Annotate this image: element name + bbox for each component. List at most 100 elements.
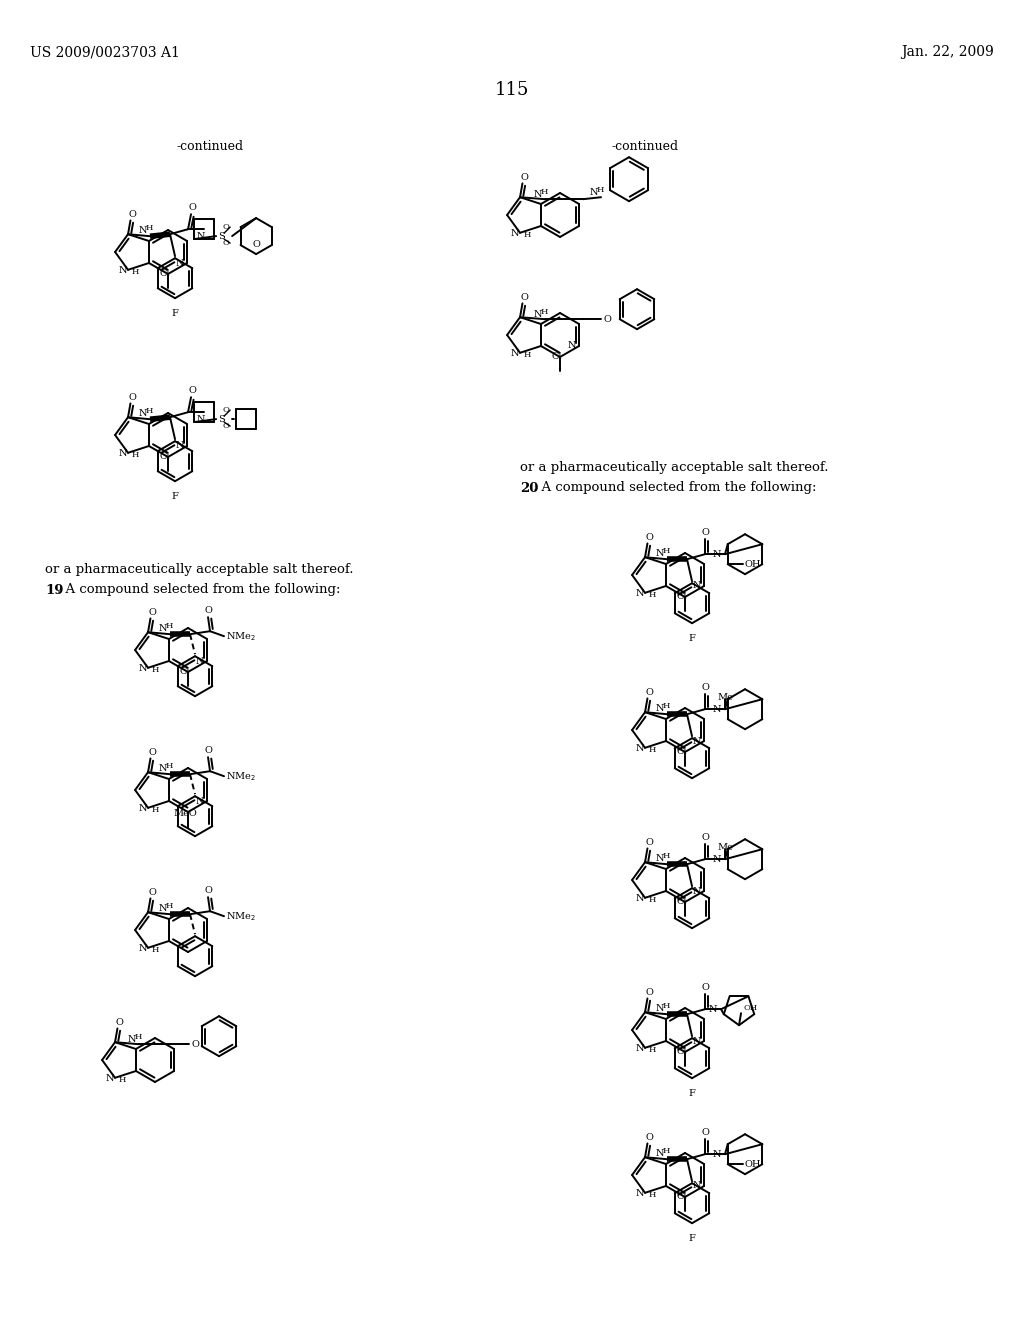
Text: O: O — [645, 688, 653, 697]
Text: H: H — [541, 308, 548, 317]
Text: N: N — [196, 796, 204, 805]
Text: H: H — [649, 1045, 656, 1053]
Text: N: N — [713, 1150, 721, 1159]
Text: N: N — [139, 409, 147, 417]
Text: N: N — [128, 1035, 136, 1044]
Text: H: H — [165, 622, 173, 630]
Text: H: H — [119, 1076, 126, 1084]
Text: N: N — [196, 656, 204, 665]
Text: H: H — [649, 591, 656, 599]
Text: H: H — [145, 224, 153, 232]
Text: H: H — [649, 746, 656, 754]
Text: N: N — [197, 231, 205, 240]
Text: O: O — [701, 682, 709, 692]
Text: N: N — [175, 259, 184, 268]
Text: N: N — [159, 624, 167, 632]
Text: O: O — [252, 240, 260, 248]
Text: O: O — [701, 1127, 709, 1137]
Text: 20: 20 — [520, 482, 539, 495]
Text: H: H — [541, 189, 548, 197]
Text: O: O — [204, 606, 212, 615]
Text: H: H — [152, 805, 160, 814]
Text: O: O — [116, 1018, 124, 1027]
Text: H: H — [165, 762, 173, 770]
Text: O: O — [148, 748, 157, 756]
Text: Cl: Cl — [677, 898, 687, 906]
Text: N: N — [175, 441, 184, 450]
Text: O: O — [129, 393, 136, 401]
Text: Me: Me — [717, 842, 733, 851]
Text: O: O — [701, 833, 709, 842]
Text: O: O — [645, 1133, 653, 1142]
Text: N: N — [636, 1189, 644, 1199]
Text: O: O — [148, 888, 157, 896]
Text: F: F — [688, 1089, 695, 1098]
Text: N: N — [590, 187, 598, 197]
Text: O: O — [204, 886, 212, 895]
Text: N: N — [636, 744, 644, 754]
Text: 115: 115 — [495, 81, 529, 99]
Text: O: O — [520, 173, 528, 182]
Text: O: O — [204, 746, 212, 755]
Text: S: S — [218, 231, 225, 240]
Text: OH: OH — [744, 560, 761, 569]
Text: O: O — [191, 1040, 199, 1048]
Text: N: N — [692, 1036, 701, 1045]
Text: Cl: Cl — [160, 451, 170, 461]
Text: N: N — [692, 1181, 701, 1191]
Text: Me: Me — [717, 693, 733, 702]
Text: O: O — [645, 533, 653, 543]
Text: F: F — [688, 634, 695, 643]
Text: N: N — [655, 704, 665, 713]
Text: O: O — [188, 203, 196, 211]
Text: H: H — [524, 351, 531, 359]
Text: O: O — [701, 528, 709, 537]
Text: N: N — [636, 894, 644, 903]
Text: Cl: Cl — [677, 1047, 687, 1056]
Text: or a pharmaceutically acceptable salt thereof.: or a pharmaceutically acceptable salt th… — [45, 564, 353, 577]
Text: OH: OH — [743, 1005, 758, 1012]
Text: F: F — [688, 1234, 695, 1243]
Text: N: N — [692, 887, 701, 895]
Text: F: F — [172, 492, 178, 502]
Text: N: N — [197, 414, 205, 424]
Text: 19: 19 — [45, 583, 63, 597]
Text: H: H — [596, 186, 604, 194]
Text: O: O — [129, 210, 136, 219]
Text: S: S — [218, 414, 225, 424]
Text: NMe$_2$: NMe$_2$ — [226, 909, 256, 923]
Text: F: F — [172, 309, 178, 318]
Text: O: O — [645, 987, 653, 997]
Text: O: O — [222, 422, 229, 430]
Text: Cl: Cl — [160, 269, 170, 279]
Text: N: N — [713, 705, 721, 714]
Text: H: H — [524, 231, 531, 239]
Text: O: O — [222, 223, 229, 231]
Text: Cl: Cl — [677, 591, 687, 601]
Text: O: O — [222, 407, 229, 414]
Text: H: H — [663, 1002, 670, 1010]
Text: OH: OH — [744, 1160, 761, 1168]
Text: O: O — [222, 239, 229, 247]
Text: O: O — [645, 838, 653, 847]
Text: Cl: Cl — [677, 747, 687, 756]
Text: N: N — [655, 1148, 665, 1158]
Text: N: N — [713, 855, 721, 863]
Text: N: N — [636, 1044, 644, 1053]
Text: N: N — [534, 310, 543, 318]
Text: N: N — [713, 549, 721, 558]
Text: or a pharmaceutically acceptable salt thereof.: or a pharmaceutically acceptable salt th… — [520, 462, 828, 474]
Text: H: H — [663, 702, 670, 710]
Text: NMe$_2$: NMe$_2$ — [226, 770, 256, 783]
Text: Cl: Cl — [677, 1192, 687, 1201]
Text: N: N — [139, 226, 147, 235]
Text: H: H — [663, 853, 670, 861]
Text: H: H — [152, 946, 160, 954]
Text: -continued: -continued — [176, 140, 244, 153]
Text: N: N — [692, 737, 701, 746]
Text: Cl: Cl — [552, 352, 562, 360]
Text: N: N — [511, 230, 519, 239]
Text: N: N — [159, 764, 167, 772]
Text: . A compound selected from the following:: . A compound selected from the following… — [57, 583, 341, 597]
Text: O: O — [603, 314, 611, 323]
